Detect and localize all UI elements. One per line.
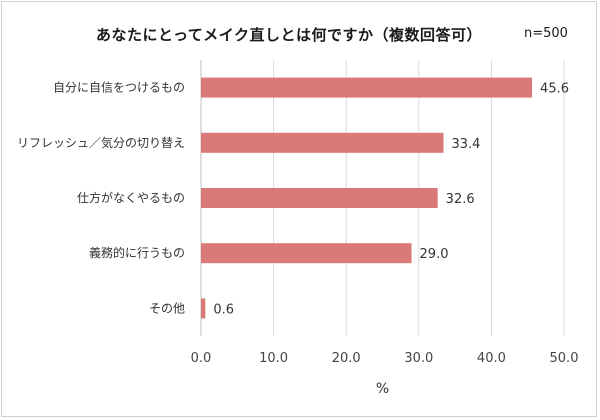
category-label-2: 仕方がなくやるもの — [77, 190, 185, 205]
bars — [201, 77, 533, 319]
x-tick-label-2: 20.0 — [332, 351, 361, 366]
x-tick-label-3: 30.0 — [404, 351, 433, 366]
bar-2 — [201, 188, 438, 208]
bar-1 — [201, 132, 444, 153]
bar-3 — [201, 243, 412, 264]
value-label-4: 0.6 — [213, 302, 234, 317]
category-label-4: その他 — [149, 301, 185, 315]
value-label-0: 45.6 — [540, 82, 569, 97]
value-label-1: 33.4 — [451, 137, 480, 152]
x-axis-label: % — [376, 381, 389, 397]
bar-0 — [201, 77, 533, 98]
x-tick-label-5: 50.0 — [550, 351, 579, 366]
value-label-2: 32.6 — [446, 192, 475, 207]
chart-title: あなたにとってメイク直しとは何ですか（複数回答可） — [96, 26, 483, 44]
x-tick-labels: 0.0 10.0 20.0 30.0 40.0 50.0 — [191, 351, 579, 366]
category-label-3: 義務的に行うもの — [89, 245, 185, 260]
value-label-3: 29.0 — [420, 247, 449, 262]
category-label-0: 自分に自信をつけるもの — [53, 81, 185, 95]
x-tick-label-0: 0.0 — [191, 351, 212, 366]
x-tick-label-1: 10.0 — [259, 351, 288, 366]
value-labels: 45.6 33.4 32.6 29.0 0.6 — [213, 82, 569, 318]
category-labels: 自分に自信をつけるものリフレッシュ／気分の切り替え仕方がなくやるもの義務的に行う… — [17, 81, 185, 316]
x-tick-label-4: 40.0 — [477, 351, 506, 366]
category-label-1: リフレッシュ／気分の切り替え — [17, 135, 185, 150]
sample-size-label: n=500 — [524, 26, 568, 41]
bar-4 — [201, 298, 206, 319]
